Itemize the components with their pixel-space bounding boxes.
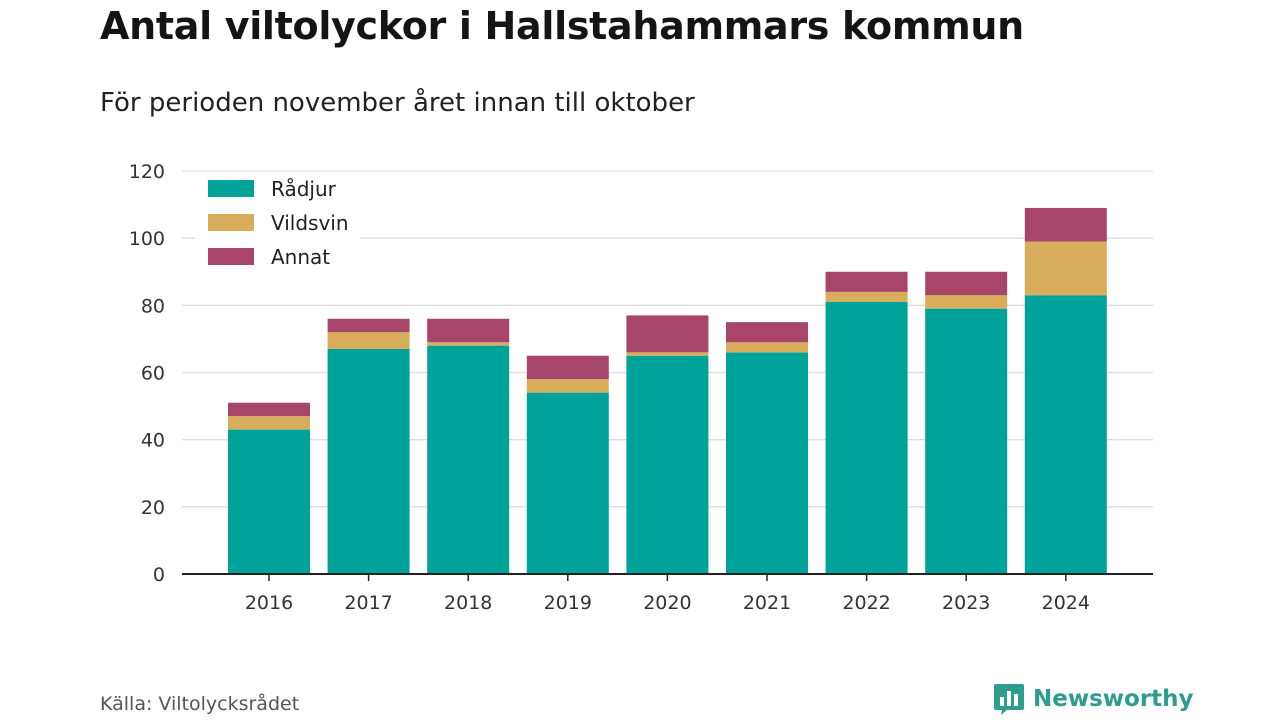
x-tick-label: 2023 bbox=[942, 592, 990, 614]
legend-label: Vildsvin bbox=[271, 211, 349, 235]
bar-segment bbox=[1024, 295, 1107, 574]
bar-segment bbox=[925, 308, 1008, 574]
bar-segment bbox=[427, 345, 510, 574]
bar-segment bbox=[327, 332, 410, 349]
x-tick-label: 2018 bbox=[444, 592, 492, 614]
bar-segment bbox=[1024, 241, 1107, 296]
x-tick-label: 2017 bbox=[344, 592, 392, 614]
bar-segment bbox=[327, 348, 410, 574]
bar-segment bbox=[526, 392, 609, 574]
bar-segment bbox=[726, 322, 808, 343]
bar-segment bbox=[228, 416, 310, 430]
bar-segment bbox=[626, 355, 709, 574]
y-tick-label: 80 bbox=[141, 295, 165, 317]
bar-segment bbox=[825, 301, 908, 574]
legend-label: Rådjur bbox=[271, 177, 337, 201]
bar-segment bbox=[825, 291, 908, 302]
x-tick-label: 2022 bbox=[842, 592, 890, 614]
source-note: Källa: Viltolycksrådet bbox=[100, 693, 300, 715]
y-tick-label: 100 bbox=[129, 228, 165, 250]
chart-title: Antal viltolyckor i Hallstahammars kommu… bbox=[100, 4, 1024, 48]
bar-segment bbox=[526, 379, 609, 393]
bar-segment bbox=[626, 352, 709, 356]
bar-segment bbox=[726, 352, 808, 574]
bar-segment bbox=[228, 429, 310, 574]
x-tick-label: 2020 bbox=[643, 592, 691, 614]
bar-segment bbox=[925, 295, 1008, 309]
bar-segment bbox=[526, 355, 609, 380]
bar-segment bbox=[925, 271, 1008, 296]
y-tick-label: 40 bbox=[141, 430, 165, 452]
x-tick-label: 2019 bbox=[544, 592, 592, 614]
y-tick-label: 120 bbox=[129, 161, 165, 183]
stacked-bar-chart: 0 20 40 60 80 100 120 2016 2017 2018 2019 2020 2021 2… bbox=[129, 161, 1153, 614]
bar-chart-logo-icon bbox=[994, 684, 1024, 715]
y-tick-label: 0 bbox=[153, 564, 165, 586]
x-tick-label: 2021 bbox=[743, 592, 791, 614]
y-tick-label: 20 bbox=[141, 497, 165, 519]
brand-logo[interactable]: Newsworthy bbox=[993, 682, 1194, 716]
legend-swatch bbox=[208, 214, 254, 231]
bar-segment bbox=[228, 402, 310, 417]
chart-subtitle: För perioden november året innan till ok… bbox=[100, 88, 695, 118]
y-tick-label: 60 bbox=[141, 363, 165, 385]
bar-segment bbox=[427, 318, 510, 343]
bar-segment bbox=[825, 271, 908, 292]
bar-segment bbox=[726, 342, 808, 353]
legend-swatch bbox=[208, 248, 254, 265]
bar-segment bbox=[626, 315, 709, 353]
legend-swatch bbox=[208, 180, 254, 197]
bar-segment bbox=[327, 318, 410, 333]
x-tick-label: 2024 bbox=[1042, 592, 1090, 614]
legend-label: Annat bbox=[271, 245, 330, 269]
x-tick-label: 2016 bbox=[245, 592, 293, 614]
brand-name: Newsworthy bbox=[1033, 686, 1194, 712]
bar-segment bbox=[1024, 207, 1107, 242]
bar-segment bbox=[427, 342, 510, 346]
